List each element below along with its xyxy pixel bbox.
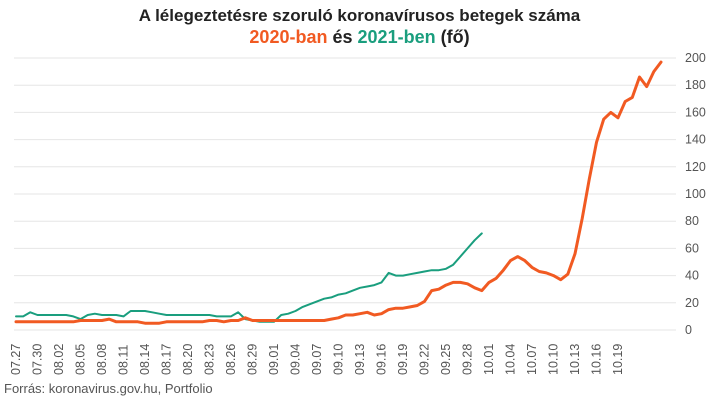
y-axis-ticks: 0 20 40 60 80 100 120 140 160 180 200 [685, 51, 706, 337]
x-tick-label: 09.16 [375, 344, 389, 375]
x-tick-label: 09.04 [289, 344, 303, 375]
x-tick-label: 08.29 [246, 344, 260, 375]
legend-connector: és [332, 27, 353, 47]
y-tick-label: 60 [685, 241, 699, 255]
x-tick-label: 08.08 [95, 344, 109, 375]
y-tick-label: 0 [685, 323, 692, 337]
x-tick-label: 08.20 [181, 344, 195, 375]
x-tick-label: 08.26 [224, 344, 238, 375]
x-tick-label: 09.19 [396, 344, 410, 375]
legend-2020: 2020-ban [249, 27, 328, 47]
chart-subtitle: 2020-ban és 2021-ben (fő) [0, 27, 719, 48]
x-tick-label: 09.28 [461, 344, 475, 375]
x-tick-label: 08.23 [203, 344, 217, 375]
y-tick-label: 40 [685, 269, 699, 283]
legend-2021: 2021-ben [357, 27, 436, 47]
x-tick-label: 10.16 [590, 344, 604, 375]
y-tick-label: 180 [685, 78, 706, 92]
unit-label: (fő) [440, 27, 470, 47]
x-tick-label: 09.22 [418, 344, 432, 375]
x-tick-label: 08.05 [74, 344, 88, 375]
y-tick-label: 20 [685, 296, 699, 310]
x-tick-label: 07.27 [9, 344, 23, 375]
x-tick-label: 10.10 [547, 344, 561, 375]
x-tick-label: 08.02 [52, 344, 66, 375]
y-tick-label: 80 [685, 214, 699, 228]
x-tick-label: 09.10 [332, 344, 346, 375]
x-tick-label: 08.14 [138, 344, 152, 375]
x-axis-ticks: 07.27 07.30 08.02 08.05 08.08 08.11 08.14 08.17… [9, 344, 625, 375]
series-line-2021 [15, 232, 483, 323]
x-tick-label: 10.01 [482, 344, 496, 375]
x-tick-label: 09.01 [267, 344, 281, 375]
x-tick-label: 10.13 [568, 344, 582, 375]
x-tick-label: 09.07 [310, 344, 324, 375]
x-tick-label: 08.11 [117, 345, 131, 375]
source-note: Forrás: koronavirus.gov.hu, Portfolio [4, 381, 213, 396]
chart-title: A lélegeztetésre szoruló koronavírusos b… [138, 6, 581, 25]
y-tick-label: 160 [685, 105, 706, 119]
x-tick-label: 10.07 [525, 344, 539, 375]
x-tick-label: 08.17 [160, 344, 174, 375]
y-tick-label: 120 [685, 160, 706, 174]
x-tick-label: 07.30 [31, 344, 45, 375]
y-tick-label: 200 [685, 51, 706, 65]
x-tick-label: 10.04 [504, 344, 518, 375]
y-tick-label: 140 [685, 133, 706, 147]
grid-lines [14, 57, 676, 331]
x-tick-label: 10.19 [611, 344, 625, 375]
series-line-2020 [14, 60, 663, 325]
x-tick-label: 09.25 [439, 344, 453, 375]
x-tick-label: 09.13 [353, 344, 367, 375]
y-tick-label: 100 [685, 187, 706, 201]
series-lines [14, 60, 663, 325]
